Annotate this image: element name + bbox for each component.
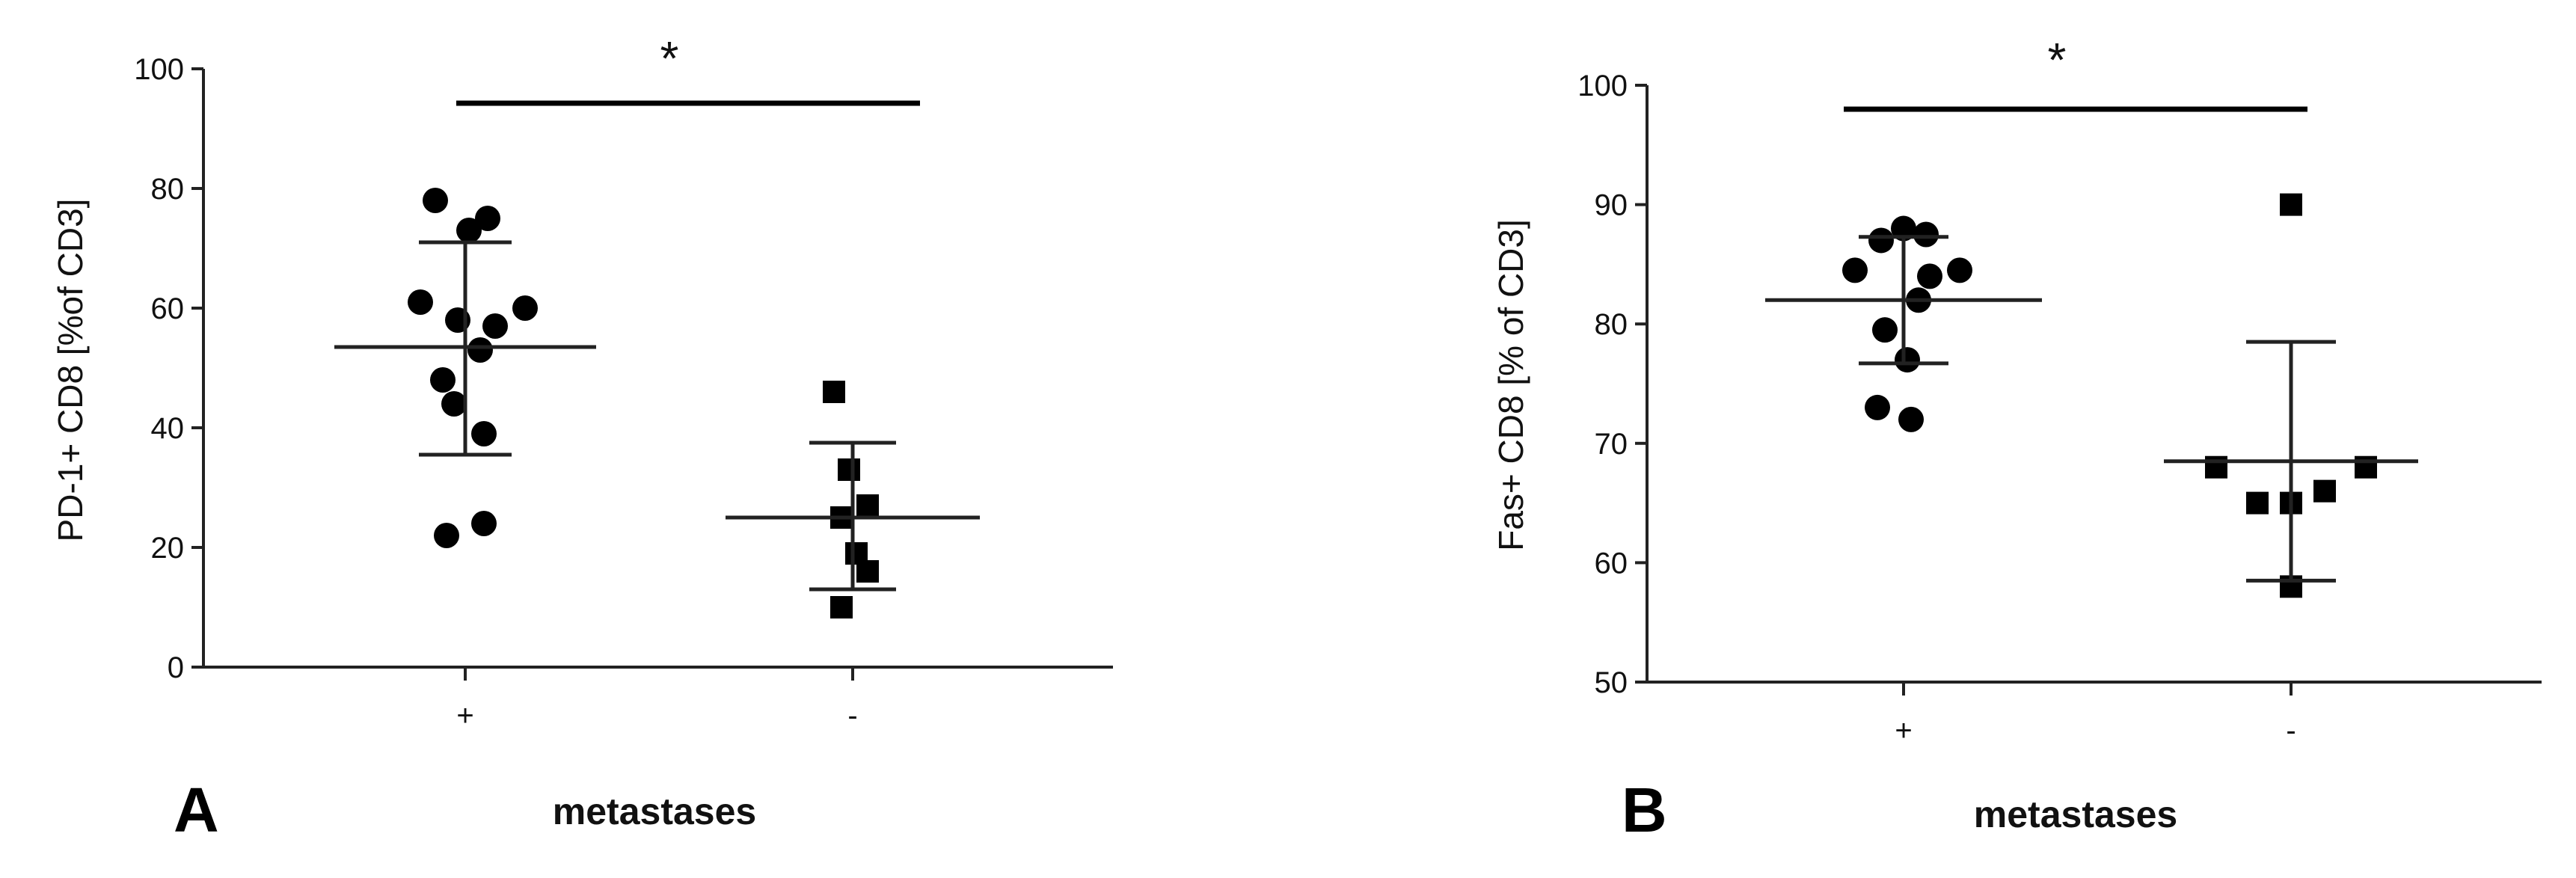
panel-b-significance-label: * xyxy=(2048,33,2067,87)
panel-a-data-point xyxy=(471,421,497,446)
panel-a-data-point xyxy=(830,596,853,618)
panel-a-y-axis-title: PD-1+ CD8 [%of CD3] xyxy=(51,199,90,542)
panel-b-data-point xyxy=(1895,347,1920,373)
panel-b-x-axis-title: metastases xyxy=(1974,793,2177,835)
panel-b-y-tick-label: 60 xyxy=(1595,547,1628,580)
panel-a-data-point xyxy=(408,289,433,315)
panel-a-data-point xyxy=(430,367,456,393)
panel-b-y-tick-label: 50 xyxy=(1595,666,1628,699)
panel-a-data-point xyxy=(441,391,467,417)
panel-a-y-tick-label: 60 xyxy=(151,292,185,325)
panel-a-data-point xyxy=(471,511,497,536)
panel-a-y-tick-label: 100 xyxy=(134,53,184,86)
panel-a-y-tick-label: 80 xyxy=(151,173,185,206)
panel-a: PD-1+ CD8 [%of CD3] 0 20 40 60 80 100 + - * A m… xyxy=(51,31,1113,845)
panel-b-data-point xyxy=(1913,221,1939,248)
panel-b-data-point xyxy=(1917,263,1942,289)
panel-a-data-point xyxy=(823,381,845,403)
panel-a-axes: 0 20 40 60 80 100 + - xyxy=(134,53,1113,732)
panel-a-data-point xyxy=(856,560,879,583)
panel-a-y-tick-label: 20 xyxy=(151,532,185,565)
panel-a-x-tick-label: - xyxy=(847,699,857,732)
panel-b-y-tick-label: 90 xyxy=(1595,189,1628,222)
panel-b-data-point xyxy=(1868,227,1894,254)
panel-b-data-point xyxy=(1898,406,1924,432)
panel-a-data-point xyxy=(512,295,538,321)
panel-b-data-point xyxy=(1891,215,1916,242)
panel-b-data-point xyxy=(1842,257,1868,283)
panel-b-label: B xyxy=(1622,775,1667,845)
panel-b-axes: 50 60 70 80 90 100 + - xyxy=(1577,70,2542,747)
panel-a-data-point xyxy=(434,523,459,548)
panel-a-data-point xyxy=(482,313,508,339)
panel-a-data-point xyxy=(838,458,860,481)
panel-a-data-point xyxy=(467,337,493,363)
panel-a-marks xyxy=(334,100,980,618)
panel-a-data-point xyxy=(456,218,482,243)
panel-a-data-point xyxy=(423,188,448,213)
panel-a-label: A xyxy=(174,775,219,845)
panel-b-data-point xyxy=(2355,455,2377,479)
panel-a-significance-label: * xyxy=(660,31,679,85)
panel-b-data-point xyxy=(2313,479,2336,503)
panel-b-data-point xyxy=(1865,394,1890,420)
panel-a-data-point xyxy=(475,206,500,231)
panel-a-x-tick-label: + xyxy=(456,699,473,732)
panel-b-data-point xyxy=(2280,193,2302,216)
panel-b-y-axis-title: Fas+ CD8 [% of CD3] xyxy=(1491,219,1530,551)
panel-b-y-tick-label: 100 xyxy=(1577,70,1628,102)
panel-a-y-tick-label: 40 xyxy=(151,412,185,445)
panel-b-y-tick-label: 70 xyxy=(1595,428,1628,461)
panel-a-y-tick-label: 0 xyxy=(168,651,184,684)
panel-b-data-point xyxy=(1872,317,1898,343)
panel-b-data-point xyxy=(2246,491,2269,515)
panel-b-x-tick-label: - xyxy=(2286,714,2296,747)
panel-b-x-tick-label: + xyxy=(1895,714,1912,747)
panel-b-data-point xyxy=(1947,257,1972,283)
panel-b-y-tick-label: 80 xyxy=(1595,308,1628,341)
panel-b-marks xyxy=(1765,106,2418,598)
panel-b-data-point xyxy=(2205,455,2227,479)
panel-a-x-axis-title: metastases xyxy=(553,790,756,832)
panel-a-data-point xyxy=(856,494,879,517)
